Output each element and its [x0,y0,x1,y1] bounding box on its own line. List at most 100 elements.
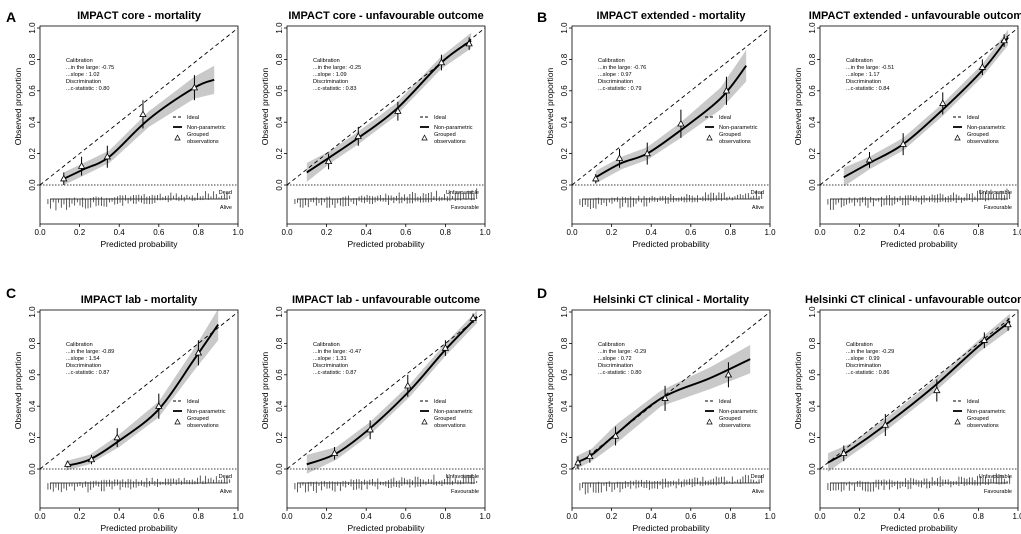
x-tick-label: 0.0 [281,228,293,237]
confidence-band [595,50,747,184]
plot-frame [819,25,1019,225]
grouped-observation-marker [190,83,199,91]
y-tick-label: 0.2 [560,431,569,443]
x-axis-label: Predicted probability [880,523,958,533]
grouped-observation-marker [87,455,96,463]
stat-calibration-heading: Calibration [846,342,873,348]
x-tick-label: 0.4 [646,512,658,521]
y-tick-label: 0.4 [28,400,37,412]
stat-in-the-large: ...in the large: -0.25 [313,65,361,71]
legend-nonparametric-label: Non-parametric [719,409,758,415]
legend-grouped-label-line1: Grouped [187,132,209,138]
y-tick-label: 0.8 [28,337,37,349]
stat-discrimination-heading: Discrimination [846,363,881,369]
grouped-observation-marker [978,63,987,70]
y-tick-label: 0.6 [275,369,284,381]
plot-title: Helsinki CT clinical - Mortality [593,294,750,306]
legend-ideal-label: Ideal [719,399,731,405]
x-axis-label: Predicted probability [100,239,178,249]
y-tick-label: 0.8 [560,337,569,349]
grouped-observation-marker [354,132,362,139]
stat-calibration-heading: Calibration [313,342,340,348]
x-tick-label: 0.8 [193,228,205,237]
confidence-band [827,313,1011,473]
grouped-observation-marker [724,370,733,378]
legend-nonparametric-label: Non-parametric [187,409,226,415]
stat-discrimination-heading: Discrimination [846,79,881,85]
x-tick-label: 0.4 [646,228,658,237]
stat-in-the-large: ...in the large: -0.29 [598,349,646,355]
stat-discrimination-heading: Discrimination [66,79,101,85]
x-tick-label: 1.0 [479,228,491,237]
y-axis-label: Observed proportion [260,67,270,145]
calibration-plot-6: IMPACT lab - unfavourable outcome Unfavou… [260,294,491,533]
x-tick-label: 0.8 [440,512,452,521]
y-tick-label: 0.0 [275,463,284,475]
panel-label-b: B [537,9,547,25]
x-tick-label: 0.2 [321,512,333,521]
legend-grouped-label-line1: Grouped [434,132,456,138]
y-tick-label: 1.0 [560,306,569,318]
y-tick-label: 0.8 [808,53,817,65]
legend-grouped-label-line1: Grouped [434,416,456,422]
ideal-line [819,27,1019,186]
x-tick-label: 0.8 [725,512,737,521]
ideal-line [571,27,771,186]
x-tick-label: 0.0 [34,228,46,237]
x-axis-label: Predicted probability [347,523,425,533]
x-tick-label: 0.6 [153,228,165,237]
y-tick-label: 0.8 [808,337,817,349]
nonparametric-curve [827,320,1011,464]
y-tick-label: 0.2 [808,147,817,159]
outcome-label-bottom: Favourable [451,205,479,211]
y-tick-label: 1.0 [560,22,569,34]
legend-ideal-label: Ideal [434,399,446,405]
x-tick-label: 1.0 [764,228,776,237]
y-tick-label: 0.8 [28,53,37,65]
legend-grouped-swatch [954,134,961,141]
panel-label-d: D [537,285,547,301]
grouped-observation-marker [980,336,989,343]
outcome-label-top: Dead [219,474,232,480]
x-tick-label: 0.2 [854,228,866,237]
grouped-observation-marker [103,152,111,160]
x-tick-label: 0.6 [400,228,412,237]
legend-nonparametric-label: Non-parametric [434,125,473,131]
legend-grouped-label-line2: observations [967,423,999,429]
stat-slope: ...slope : 1.31 [313,356,347,362]
x-tick-label: 0.2 [321,228,333,237]
y-tick-label: 0.0 [28,463,37,475]
x-axis-label: Predicted probability [347,239,425,249]
grouped-observation-marker [394,107,402,114]
stat-in-the-large: ...in the large: -0.76 [598,65,646,71]
panel-label-c: C [6,285,16,301]
legend-grouped-label-line1: Grouped [719,132,741,138]
y-tick-label: 1.0 [808,22,817,34]
outcome-label-bottom: Alive [220,205,232,211]
y-tick-label: 0.4 [275,116,284,128]
grouped-observation-marker [113,433,121,441]
plot-title: IMPACT lab - mortality [81,294,198,306]
grouped-observation-marker [194,348,203,356]
legend-grouped-label-line2: observations [719,423,751,429]
stat-c-statistic: ...c-statistic : 0.79 [598,86,642,92]
grouped-observation-marker [64,460,72,467]
stat-c-statistic: ...c-statistic : 0.80 [66,86,110,92]
x-tick-label: 0.0 [566,512,578,521]
x-tick-label: 0.6 [933,228,945,237]
y-tick-label: 0.6 [275,85,284,97]
stat-calibration-heading: Calibration [598,58,625,64]
x-tick-label: 0.8 [973,228,985,237]
y-tick-label: 0.4 [275,400,284,412]
stat-c-statistic: ...c-statistic : 0.80 [598,370,642,376]
stat-c-statistic: ...c-statistic : 0.84 [846,86,890,92]
y-tick-label: 0.2 [275,147,284,159]
y-tick-label: 0.4 [560,400,569,412]
x-axis-label: Predicted probability [632,523,710,533]
plot-frame [286,309,486,509]
y-tick-label: 0.6 [560,85,569,97]
grouped-observation-marker [330,449,339,456]
confidence-band [63,65,215,185]
stat-slope: ...slope : 0.97 [598,72,632,78]
y-tick-label: 0.0 [28,179,37,191]
